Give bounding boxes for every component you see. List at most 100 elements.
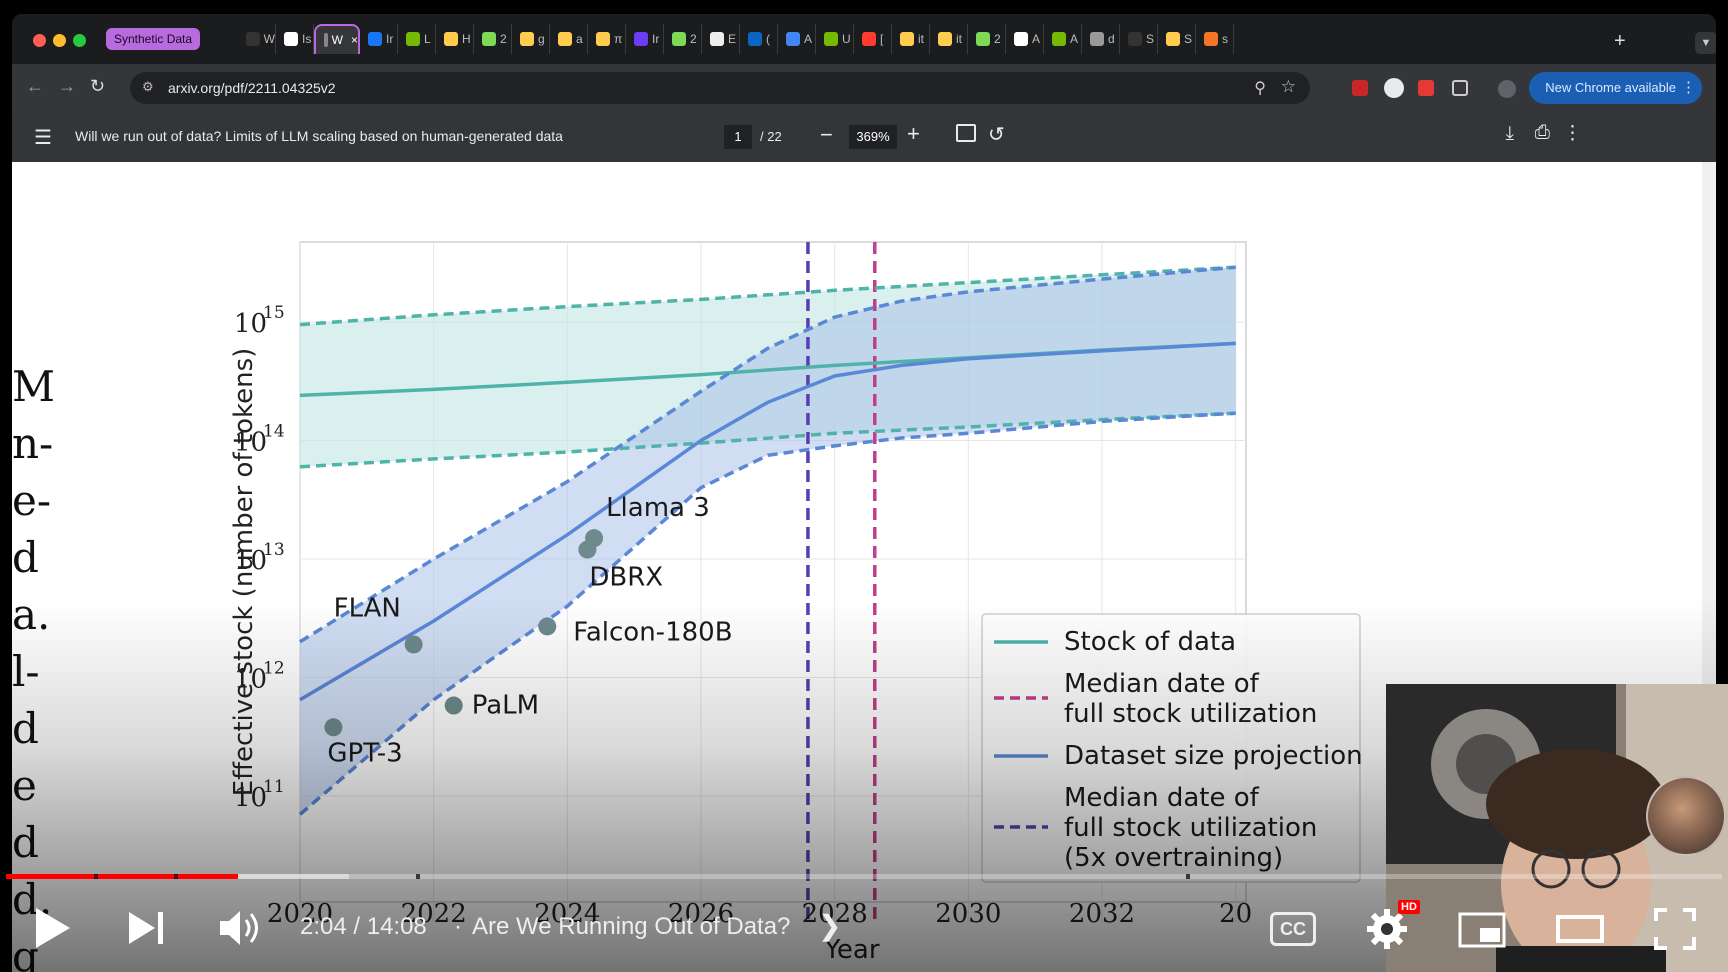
browser-tab[interactable]: A (1044, 24, 1082, 54)
close-tab-icon[interactable]: × (350, 33, 358, 47)
zoom-in-button[interactable]: + (907, 121, 920, 146)
browser-tab[interactable]: W × (314, 24, 360, 54)
tab-favicon-icon (558, 32, 572, 46)
forward-icon[interactable]: → (58, 76, 76, 96)
model-label: Llama 3 (606, 493, 710, 523)
browser-tab[interactable]: ( (740, 24, 778, 54)
tab-label: g (538, 32, 545, 46)
minimize-window-button[interactable] (53, 34, 66, 47)
browser-tab[interactable]: Ir (360, 24, 398, 54)
browser-tab[interactable]: π (588, 24, 626, 54)
rotate-icon[interactable]: ↺ (988, 124, 1005, 146)
y-tick-exponent: 13 (263, 540, 285, 560)
tab-favicon-icon (1090, 32, 1104, 46)
tab-label: W (263, 32, 275, 46)
tab-label: [ (880, 32, 884, 46)
bookmark-star-icon[interactable]: ☆ (1280, 77, 1296, 96)
tab-favicon-icon (1128, 32, 1142, 46)
tab-label: E (728, 32, 737, 46)
profile-icon[interactable] (1498, 80, 1516, 98)
chevron-right-icon[interactable]: ❯ (818, 910, 842, 941)
more-options-icon[interactable]: ⋮ (1563, 123, 1582, 144)
maximize-window-button[interactable] (73, 34, 86, 47)
browser-tab[interactable]: a (550, 24, 588, 54)
channel-avatar[interactable] (1646, 776, 1726, 856)
settings-button[interactable] (1366, 908, 1408, 950)
browser-tab[interactable]: it (892, 24, 930, 54)
address-bar[interactable]: ⚙ arxiv.org/pdf/2211.04325v2 ⚲ ☆ (130, 72, 1310, 104)
x-tick-label: 20 (1219, 899, 1252, 929)
browser-tab[interactable]: L (398, 24, 436, 54)
zoom-out-button[interactable]: − (820, 122, 833, 147)
zoom-level-input[interactable]: 369% (849, 125, 897, 149)
reload-icon[interactable]: ↻ (90, 76, 106, 96)
browser-tab[interactable]: [ (854, 24, 892, 54)
browser-tab[interactable]: A (778, 24, 816, 54)
miniplayer-button[interactable] (1458, 912, 1506, 948)
ublock-extension-icon[interactable] (1352, 80, 1368, 96)
extension-icon[interactable] (1418, 80, 1434, 96)
y-tick-exponent: 15 (263, 303, 285, 323)
model-label: GPT-3 (327, 738, 402, 768)
chapter-divider (94, 874, 98, 879)
browser-tab[interactable]: Ir (626, 24, 664, 54)
browser-tab[interactable]: S (1120, 24, 1158, 54)
tab-search-button[interactable]: ▼ (1695, 32, 1716, 54)
pdf-title: Will we run out of data? Limits of LLM s… (75, 128, 563, 144)
play-icon (36, 908, 70, 948)
browser-tab[interactable]: A (1006, 24, 1044, 54)
browser-tab[interactable]: W (238, 24, 276, 54)
projection-uncertainty-band (300, 267, 1236, 815)
browser-tab[interactable]: S (1158, 24, 1196, 54)
close-window-button[interactable] (33, 34, 46, 47)
tab-favicon-icon (976, 32, 990, 46)
next-button[interactable] (127, 910, 167, 946)
tab-label: W (331, 33, 343, 47)
tab-favicon-icon (368, 32, 382, 46)
zoom-icon[interactable]: ⚲ (1254, 80, 1266, 97)
browser-tab[interactable]: d (1082, 24, 1120, 54)
browser-tab[interactable]: U (816, 24, 854, 54)
new-tab-button[interactable]: + (1614, 30, 1626, 52)
video-progress-bar[interactable] (6, 874, 1722, 879)
back-icon[interactable]: ← (26, 76, 44, 96)
browser-tab[interactable]: H (436, 24, 474, 54)
volume-icon (220, 911, 258, 945)
fit-page-icon[interactable] (956, 124, 976, 142)
tab-group-chip[interactable]: Synthetic Data (106, 28, 201, 50)
model-label: FLAN (334, 593, 401, 623)
theater-mode-button[interactable] (1556, 914, 1604, 944)
legend-label: (5x overtraining) (1064, 843, 1283, 873)
tab-label: H (462, 32, 471, 46)
browser-tab[interactable]: E (702, 24, 740, 54)
extension-icon[interactable] (1384, 78, 1404, 98)
volume-button[interactable] (218, 908, 262, 948)
download-icon[interactable]: ⤓ (1505, 123, 1514, 144)
browser-tab[interactable]: Is (276, 24, 314, 54)
browser-tab[interactable]: s (1196, 24, 1234, 54)
play-button[interactable] (32, 906, 72, 950)
browser-tab[interactable]: 2 (474, 24, 512, 54)
tab-favicon-icon (596, 32, 610, 46)
url-text[interactable]: arxiv.org/pdf/2211.04325v2 (168, 80, 336, 96)
tab-label: ( (766, 32, 770, 46)
print-icon[interactable]: ⎙ (1534, 122, 1550, 143)
browser-tab[interactable]: 2 (664, 24, 702, 54)
puzzle-extensions-icon[interactable] (1452, 80, 1468, 96)
gear-icon (1367, 909, 1407, 949)
chrome-update-button[interactable]: New Chrome available ⋮ (1529, 72, 1702, 104)
tab-favicon-icon (324, 33, 328, 47)
browser-tab[interactable]: g (512, 24, 550, 54)
site-info-icon[interactable]: ⚙ (142, 79, 154, 94)
captions-button[interactable]: CC (1270, 912, 1316, 946)
menu-dots-icon[interactable]: ⋮ (1681, 79, 1696, 96)
browser-tab[interactable]: 2 (968, 24, 1006, 54)
hamburger-menu-icon[interactable]: ☰ (34, 127, 52, 149)
chapter-title[interactable]: Are We Running Out of Data? (472, 913, 791, 940)
tab-favicon-icon (824, 32, 838, 46)
page-number-input[interactable]: 1 (724, 125, 752, 149)
browser-tab[interactable]: it (930, 24, 968, 54)
tab-favicon-icon (444, 32, 458, 46)
tab-favicon-icon (748, 32, 762, 46)
fullscreen-button[interactable] (1654, 908, 1696, 950)
